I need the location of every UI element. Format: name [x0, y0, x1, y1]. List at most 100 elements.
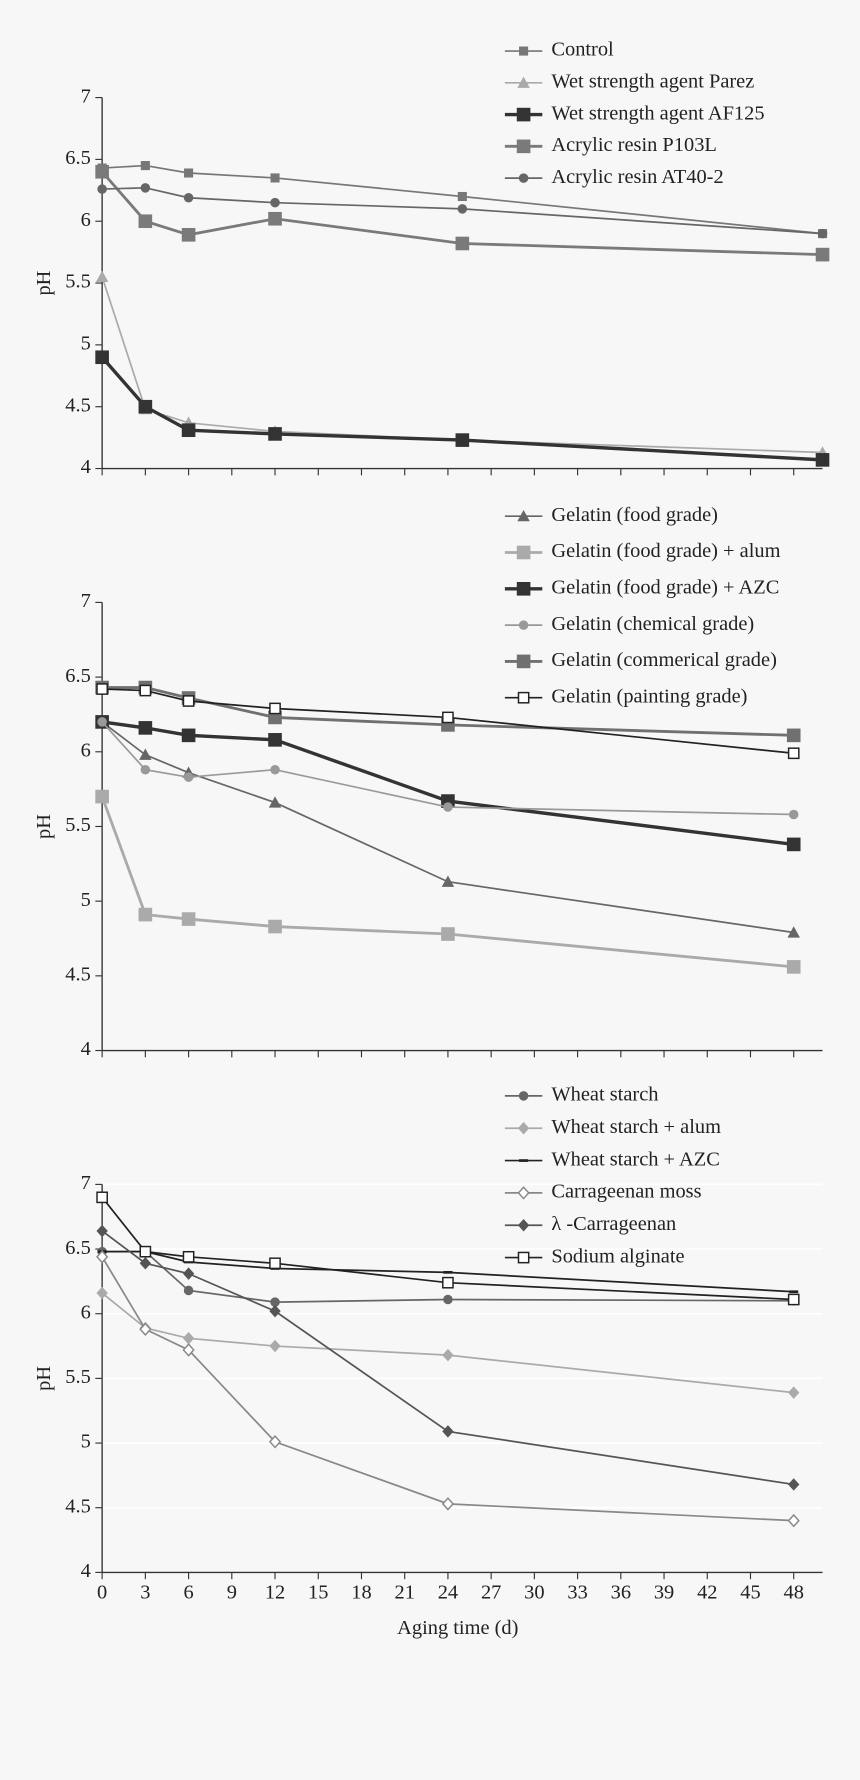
- x-tick-label: 33: [567, 1582, 587, 1604]
- series-line: [101, 721, 794, 816]
- legend-marker: [517, 509, 530, 522]
- y-tick-label: 4.5: [65, 964, 91, 986]
- marker: [182, 1250, 195, 1263]
- x-tick-label: 12: [265, 1582, 285, 1604]
- y-axis-label: pH: [33, 270, 55, 295]
- legend-label: Wheat starch + alum: [551, 1116, 721, 1138]
- y-tick-label: 4: [81, 1038, 91, 1060]
- marker: [140, 161, 150, 171]
- x-tick-label: 39: [654, 1582, 674, 1604]
- y-tick-label: 6.5: [65, 147, 91, 169]
- legend-label: Gelatin (food grade) + alum: [551, 540, 780, 562]
- legend-label: Sodium alginate: [551, 1245, 684, 1267]
- x-tick-label: 36: [611, 1582, 631, 1604]
- series-line: [102, 164, 823, 235]
- legend-label: λ -Carrageenan: [551, 1213, 676, 1235]
- legend-marker: [517, 1218, 530, 1232]
- y-tick-label: 5.5: [65, 1366, 91, 1388]
- x-tick-label: 15: [308, 1582, 328, 1604]
- y-tick-label: 7: [81, 1172, 91, 1194]
- marker: [789, 1290, 799, 1294]
- series-line: [101, 1196, 794, 1301]
- marker: [184, 168, 194, 178]
- marker: [441, 927, 455, 941]
- marker: [786, 837, 801, 852]
- marker: [95, 270, 109, 282]
- legend-label: Control: [551, 39, 614, 61]
- marker: [139, 684, 152, 697]
- marker: [815, 247, 830, 262]
- marker: [455, 236, 470, 251]
- marker: [268, 796, 282, 808]
- marker: [139, 1245, 152, 1258]
- series-line: [102, 688, 794, 755]
- legend-marker: [517, 1251, 530, 1264]
- marker: [96, 1224, 108, 1238]
- legend-label: Gelatin (painting grade): [551, 685, 747, 707]
- x-tick-label: 24: [438, 1582, 458, 1604]
- legend-marker: [517, 1122, 530, 1135]
- marker: [443, 1270, 453, 1274]
- legend-marker: [518, 1091, 529, 1101]
- x-tick-label: 0: [97, 1582, 107, 1604]
- marker: [443, 1294, 453, 1305]
- legend-label: Wheat starch + AZC: [551, 1148, 719, 1170]
- marker: [268, 427, 282, 441]
- legend-marker: [517, 691, 530, 704]
- marker: [457, 191, 467, 202]
- marker: [788, 809, 799, 820]
- legend-marker: [516, 107, 531, 122]
- y-tick-label: 4.5: [65, 1495, 91, 1517]
- marker: [270, 197, 280, 208]
- marker: [95, 164, 109, 179]
- legend-label: Wheat starch: [551, 1084, 658, 1106]
- legend-marker: [519, 1159, 529, 1162]
- marker: [815, 453, 830, 467]
- legend-marker: [517, 76, 530, 88]
- marker: [786, 728, 801, 743]
- marker: [269, 1257, 281, 1270]
- y-tick-label: 4: [81, 1560, 91, 1582]
- y-tick-label: 6.5: [65, 1237, 91, 1259]
- marker: [140, 764, 151, 775]
- y-tick-label: 5: [81, 1431, 91, 1453]
- marker: [96, 1250, 109, 1264]
- legend-label: Gelatin (chemical grade): [551, 613, 754, 635]
- x-tick-label: 27: [481, 1582, 501, 1604]
- marker: [181, 728, 196, 743]
- marker: [787, 1293, 800, 1306]
- legend-marker: [519, 46, 529, 56]
- marker: [96, 1191, 108, 1204]
- marker: [96, 683, 108, 695]
- x-tick-label: 45: [740, 1582, 760, 1604]
- series-line: [100, 796, 794, 969]
- marker: [786, 960, 801, 974]
- marker: [442, 1348, 454, 1362]
- marker: [442, 1276, 454, 1289]
- x-tick-label: 9: [227, 1582, 237, 1604]
- y-tick-label: 6: [81, 739, 91, 761]
- series-line: [101, 170, 823, 257]
- marker: [787, 926, 800, 938]
- marker: [182, 1332, 195, 1345]
- legend-label: Gelatin (commerical grade): [551, 649, 777, 671]
- x-tick-label: 42: [697, 1582, 717, 1604]
- y-tick-label: 5.5: [65, 271, 91, 293]
- marker: [181, 228, 196, 242]
- marker: [269, 1304, 281, 1318]
- y-tick-label: 5.5: [65, 814, 91, 836]
- y-tick-label: 4: [81, 456, 91, 478]
- legend-marker: [518, 620, 529, 630]
- x-tick-label: 30: [524, 1582, 544, 1604]
- series-line: [102, 1250, 794, 1293]
- marker: [138, 721, 153, 735]
- series-line: [101, 721, 794, 934]
- legend-label: Acrylic resin P103L: [551, 134, 716, 156]
- legend-label: Wet strength agent AF125: [551, 102, 764, 124]
- marker: [96, 1286, 108, 1300]
- marker: [182, 1267, 195, 1280]
- marker: [442, 711, 454, 724]
- x-tick-label: 3: [140, 1582, 150, 1604]
- y-tick-label: 5: [81, 333, 91, 355]
